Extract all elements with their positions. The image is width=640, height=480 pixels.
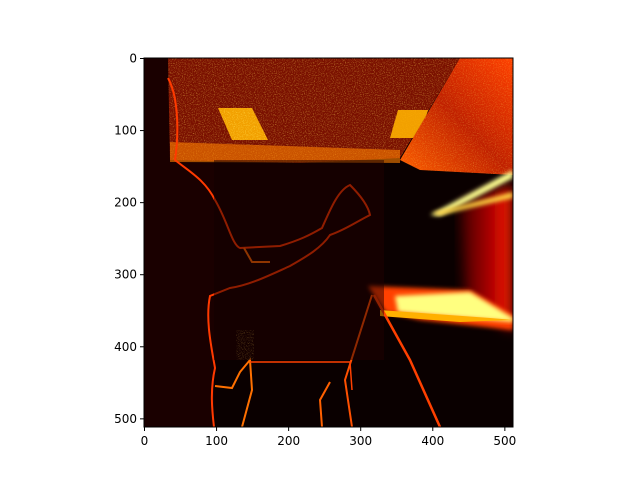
y-tick-label: 200	[114, 196, 137, 210]
y-tick-label: 500	[114, 412, 137, 426]
x-tick-label: 100	[205, 434, 228, 448]
plot-frame	[143, 57, 514, 428]
x-tick-label: 500	[493, 434, 516, 448]
x-tick-label: 200	[277, 434, 300, 448]
x-tick-label: 400	[421, 434, 444, 448]
y-tick-label: 100	[114, 124, 137, 138]
x-tick-label: 300	[349, 434, 372, 448]
x-tick-label: 0	[141, 434, 149, 448]
x-axis: 0 100 200 300 400 500	[141, 427, 516, 448]
heatmap-image	[144, 58, 513, 427]
y-axis: 0 100 200 300 400 500	[114, 52, 144, 426]
y-tick-label: 400	[114, 340, 137, 354]
y-tick-label: 0	[129, 52, 137, 66]
y-tick-label: 300	[114, 268, 137, 282]
